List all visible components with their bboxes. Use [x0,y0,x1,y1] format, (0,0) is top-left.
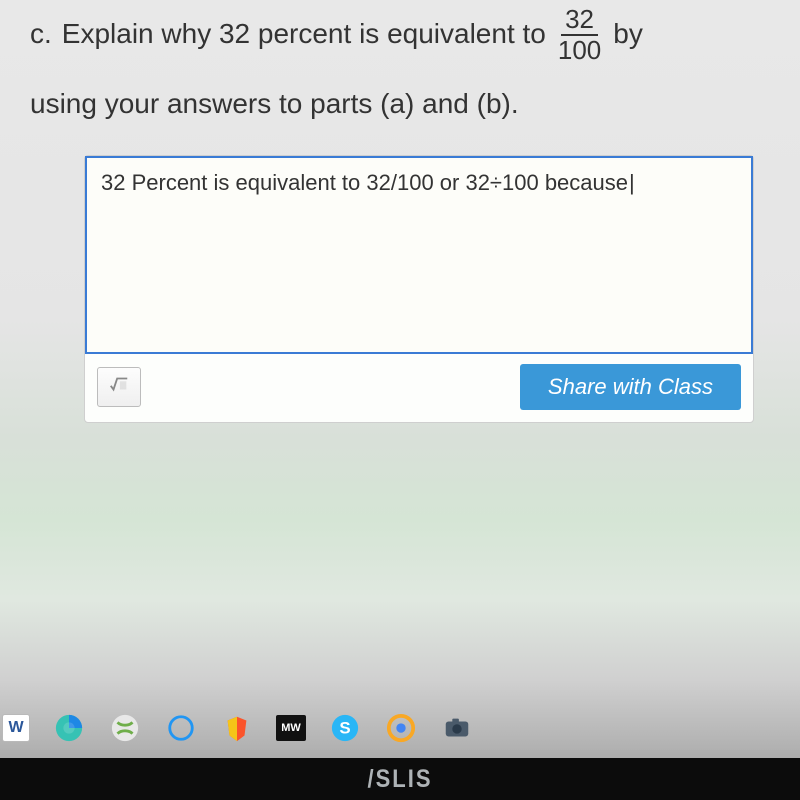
windows-taskbar: W MW S [0,698,800,758]
skype-icon[interactable]: S [328,711,362,745]
share-with-class-button[interactable]: Share with Class [520,364,741,410]
svg-text:S: S [339,719,350,738]
brave-icon[interactable] [220,711,254,745]
camera-icon[interactable] [440,711,474,745]
math-tools-button[interactable] [97,367,141,407]
fraction-32-100: 32 100 [554,5,605,64]
word-icon[interactable]: W [2,714,30,742]
question-letter: c. [30,12,52,57]
question-text: c. Explain why 32 percent is equivalent … [30,5,760,127]
question-after-fraction: by [613,12,643,57]
question-line-1: c. Explain why 32 percent is equivalent … [30,5,760,64]
fraction-numerator: 32 [561,5,598,36]
answer-toolbar: Share with Class [85,354,753,422]
content-area: c. Explain why 32 percent is equivalent … [0,0,800,720]
xbox-icon[interactable] [108,711,142,745]
edge-icon[interactable] [52,711,86,745]
chrome-icon[interactable] [384,711,418,745]
question-line-2: using your answers to parts (a) and (b). [30,82,760,127]
monitor-brand: /SLIS [367,764,432,793]
answer-container: 32 Percent is equivalent to 32/100 or 32… [84,155,754,423]
answer-input[interactable]: 32 Percent is equivalent to 32/100 or 32… [85,156,753,354]
cortana-icon[interactable] [164,711,198,745]
question-before-fraction: Explain why 32 percent is equivalent to [62,12,546,57]
sqrt-icon [108,373,130,400]
mw-icon[interactable]: MW [276,715,306,741]
monitor-bezel: /SLIS [0,758,800,800]
fraction-denominator: 100 [554,36,605,65]
